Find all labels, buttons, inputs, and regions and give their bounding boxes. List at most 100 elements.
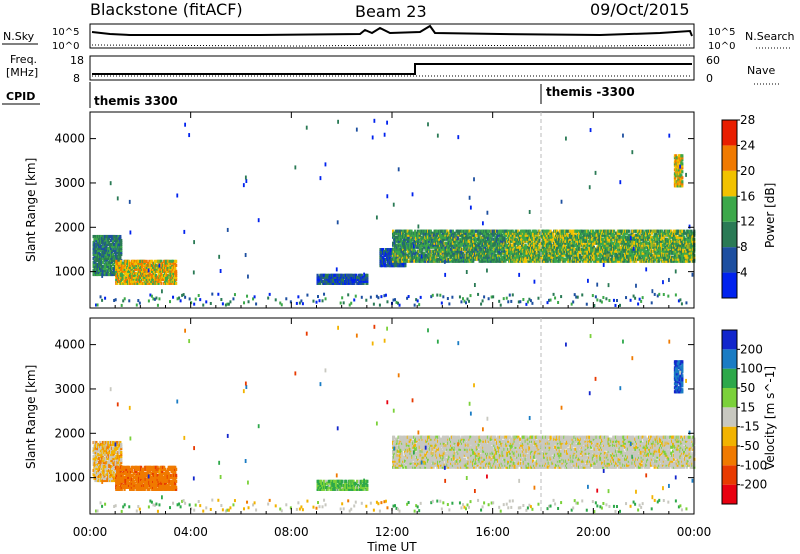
power-region-5-cell	[605, 245, 608, 249]
power-region-4-cell	[465, 251, 468, 255]
power-region-5-cell	[636, 251, 640, 255]
power-region-4-cell	[493, 233, 496, 237]
power-region-4-cell	[467, 235, 470, 239]
power-region-2-cell	[338, 281, 341, 285]
power-region-5-cell	[544, 241, 548, 245]
power-region-4-cell	[496, 235, 499, 239]
power-region-5-cell	[552, 243, 555, 247]
power-region-5-cell	[526, 251, 529, 255]
power-region-5-cell	[636, 241, 639, 245]
power-region-1-cell	[134, 273, 137, 277]
power-region-5-cell	[562, 245, 565, 249]
power-region-5-cell	[638, 239, 642, 243]
power-region-4-cell	[419, 237, 422, 241]
power-region-1-cell	[140, 279, 143, 283]
power-region-1-cell	[165, 277, 169, 281]
power-region-5-cell	[541, 257, 544, 261]
power-region-5-cell	[560, 249, 563, 253]
power-region-1-cell	[132, 277, 135, 281]
power-region-0-cell	[105, 260, 108, 265]
noise-left-tick-top: 10^5	[52, 27, 79, 38]
power-region-4-cell	[397, 241, 400, 245]
power-region-1-cell	[121, 277, 124, 281]
power-region-1-cell	[151, 259, 154, 263]
power-region-3-cell	[385, 256, 389, 260]
power-region-5-cell	[649, 239, 653, 243]
power-region-5-cell	[538, 237, 541, 241]
power-region-4-cell	[502, 247, 505, 251]
power-region-5-cell	[599, 251, 602, 255]
power-region-0-cell	[101, 270, 104, 275]
power-region-5-cell	[642, 257, 645, 261]
power-region-4-cell	[504, 253, 507, 257]
power-region-4-cell	[418, 233, 421, 237]
power-region-0-cell	[98, 270, 101, 275]
power-region-4-cell	[472, 241, 475, 245]
power-region-1-cell	[157, 277, 160, 281]
power-region-4-cell	[410, 235, 413, 239]
power-region-4-cell	[429, 229, 432, 233]
power-region-1-cell	[159, 267, 162, 271]
power-region-5-cell	[652, 235, 655, 239]
power-region-1-cell	[130, 273, 134, 277]
power-region-5-cell	[505, 237, 508, 241]
power-region-5-cell	[641, 247, 644, 251]
power-region-5-cell	[558, 243, 561, 247]
power-region-4-cell	[401, 239, 404, 243]
power-region-0-cell	[110, 264, 113, 269]
power-region-4-cell	[486, 231, 490, 235]
power-region-5-cell	[589, 243, 593, 247]
power-region-4-cell	[443, 235, 446, 239]
noise-left-tick-bottom: 10^0	[52, 41, 79, 52]
power-region-4-cell	[407, 237, 410, 241]
power-region-5-cell	[578, 245, 581, 249]
power-region-5-cell	[649, 229, 653, 233]
power-region-5-cell	[602, 257, 606, 261]
noise-search-trace	[91, 44, 693, 47]
power-region-4-cell	[427, 239, 431, 243]
power-region-1-cell	[143, 259, 146, 263]
power-region-5-cell	[633, 243, 636, 247]
cpid-mode-2: themis -3300	[546, 85, 635, 99]
power-region-4-cell	[465, 259, 468, 263]
power-region-5-cell	[624, 257, 627, 261]
power-region-5-cell	[610, 235, 613, 239]
power-region-4-cell	[498, 241, 502, 245]
power-region-4-cell	[501, 241, 504, 245]
power-region-4-cell	[449, 233, 452, 237]
power-region-4-cell	[408, 251, 411, 255]
power-region-5-cell	[588, 247, 591, 251]
power-region-5-cell	[554, 237, 557, 241]
power-region-5-cell	[530, 231, 533, 235]
power-region-4-cell	[462, 237, 465, 241]
power-region-5-cell	[578, 249, 581, 253]
power-region-4-cell	[441, 251, 444, 255]
power-region-5-cell	[566, 235, 569, 239]
power-region-5-cell	[634, 255, 637, 259]
power-region-4-cell	[456, 239, 459, 243]
power-region-5-cell	[595, 255, 598, 259]
power-region-4-cell	[457, 243, 460, 247]
power-region-5-cell	[612, 231, 615, 235]
power-region-3-cell	[383, 250, 386, 254]
power-region-4-cell	[427, 245, 431, 249]
power-region-5-cell	[649, 251, 653, 255]
power-region-4-cell	[432, 245, 435, 249]
power-region-5-cell	[644, 249, 647, 253]
power-region-4-cell	[405, 247, 409, 251]
power-region-4-cell	[460, 231, 463, 235]
noise-panel-frame	[89, 23, 695, 49]
power-region-4-cell	[406, 253, 409, 257]
power-region-1-cell	[117, 277, 120, 281]
power-region-4-cell	[444, 243, 447, 247]
power-region-4-cell	[420, 241, 423, 245]
power-region-5-cell	[555, 247, 559, 251]
power-region-1-cell	[175, 277, 178, 281]
power-region-0-cell	[108, 240, 111, 245]
power-region-4-cell	[485, 239, 488, 243]
power-region-0-cell	[98, 272, 102, 277]
power-region-5-cell	[626, 243, 630, 247]
power-region-1-cell	[157, 267, 160, 271]
power-region-4-cell	[399, 243, 402, 247]
power-region-0-cell	[110, 268, 113, 273]
